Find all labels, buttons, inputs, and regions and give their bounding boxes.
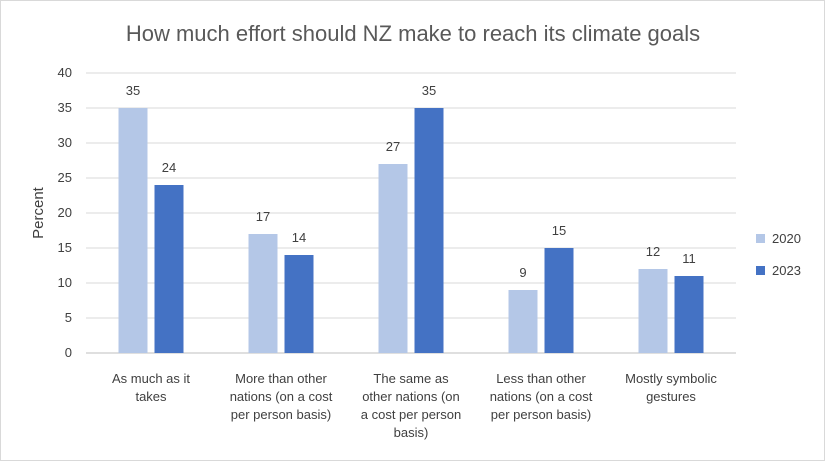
legend-swatch-2023 <box>756 266 765 275</box>
y-tick-label: 20 <box>58 205 72 220</box>
chart-title: How much effort should NZ make to reach … <box>126 21 700 46</box>
y-tick-label: 35 <box>58 100 72 115</box>
bar-2020-cat-4 <box>638 269 668 353</box>
data-label: 14 <box>292 230 306 245</box>
category-label: Less than other nations (on a cost per per… <box>490 371 593 422</box>
y-tick-label: 5 <box>65 310 72 325</box>
y-tick-label: 40 <box>58 65 72 80</box>
y-tick-label: 30 <box>58 135 72 150</box>
bar-2023-cat-4 <box>674 276 704 353</box>
bar-2020-cat-1 <box>248 234 278 353</box>
bar-2023-cat-3 <box>544 248 574 353</box>
data-label: 11 <box>682 251 696 266</box>
legend-label: 2020 <box>772 231 801 246</box>
y-axis-label: Percent <box>30 186 47 239</box>
bars <box>118 108 704 353</box>
data-label: 15 <box>552 223 566 238</box>
category-label: Mostly symbolic gestures <box>625 371 717 404</box>
data-labels: 35 24 17 14 27 35 9 15 12 11 <box>126 83 696 280</box>
bar-2023-cat-1 <box>284 255 314 353</box>
category-label: As much as it takes <box>112 371 190 404</box>
category-label: More than other nations (on a cost per per… <box>230 371 333 422</box>
category-label: The same as other nations (on a cost per p… <box>361 371 461 440</box>
data-label: 17 <box>256 209 270 224</box>
bar-2020-cat-3 <box>508 290 538 353</box>
y-tick-label: 0 <box>65 345 72 360</box>
legend-swatch-2020 <box>756 234 765 243</box>
bar-2020-cat-0 <box>118 108 148 353</box>
data-label: 35 <box>126 83 140 98</box>
data-label: 9 <box>519 265 526 280</box>
bar-2023-cat-2 <box>414 108 444 353</box>
legend: 2020 2023 <box>756 231 801 278</box>
data-label: 12 <box>646 244 660 259</box>
bar-2020-cat-2 <box>378 164 408 353</box>
y-axis-ticks: 0 5 10 15 20 25 30 35 40 <box>58 65 72 360</box>
bar-2023-cat-0 <box>154 185 184 353</box>
data-label: 35 <box>422 83 436 98</box>
y-tick-label: 25 <box>58 170 72 185</box>
legend-label: 2023 <box>772 263 801 278</box>
y-tick-label: 15 <box>58 240 72 255</box>
data-label: 24 <box>162 160 176 175</box>
category-labels: As much as it takes More than other nations… <box>112 371 717 440</box>
gridlines <box>86 72 736 354</box>
y-tick-label: 10 <box>58 275 72 290</box>
data-label: 27 <box>386 139 400 154</box>
